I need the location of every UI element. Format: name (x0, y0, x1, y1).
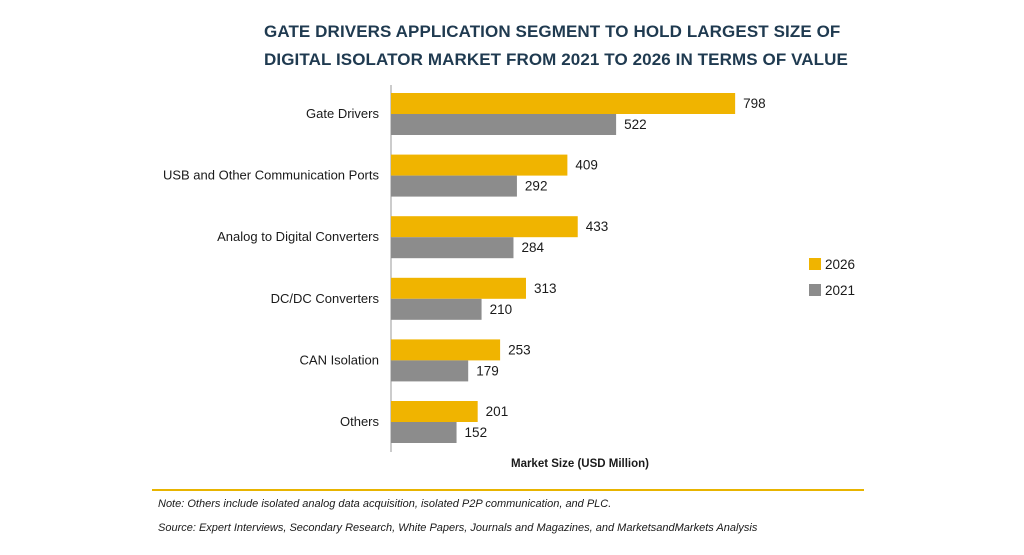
chart-title: GATE DRIVERS APPLICATION SEGMENT TO HOLD… (264, 22, 848, 69)
category-label-dc-dc-converters: DC/DC Converters (271, 291, 380, 306)
bar-2026-analog-to-digital-converters (391, 216, 578, 238)
bar-2021-dc-dc-converters (391, 298, 482, 320)
bar-2026-usb-and-other-communication-ports (391, 154, 568, 176)
bar-2026-dc-dc-converters (391, 277, 526, 299)
legend-label-2021: 2021 (825, 283, 855, 298)
legend-label-2026: 2026 (825, 257, 855, 272)
bar-2026-gate-drivers (391, 93, 736, 114)
bars-group: Gate Drivers 798 522 USB and Other Communic… (163, 93, 766, 443)
category-label-usb-and-other-communication-ports: USB and Other Communication Ports (163, 168, 380, 183)
category-label-others: Others (340, 414, 380, 429)
data-label-2026-dc-dc-converters: 313 (534, 281, 557, 296)
source-text: Source: Expert Interviews, Secondary Res… (158, 522, 758, 534)
footer-divider (152, 489, 864, 491)
data-label-2021-dc-dc-converters: 210 (490, 302, 513, 317)
x-axis-title: Market Size (USD Million) (511, 458, 649, 470)
bar-2021-others (391, 422, 457, 443)
data-label-2026-gate-drivers: 798 (743, 96, 766, 111)
data-label-2021-usb-and-other-communication-ports: 292 (525, 179, 548, 194)
category-label-gate-drivers: Gate Drivers (306, 106, 379, 121)
bar-2021-usb-and-other-communication-ports (391, 175, 517, 197)
data-label-2021-others: 152 (465, 425, 488, 440)
bar-2026-others (391, 401, 478, 422)
category-label-analog-to-digital-converters: Analog to Digital Converters (217, 229, 379, 244)
data-label-2021-can-isolation: 179 (476, 363, 499, 378)
category-label-can-isolation: CAN Isolation (300, 352, 379, 367)
bar-2021-analog-to-digital-converters (391, 237, 514, 259)
data-label-2026-usb-and-other-communication-ports: 409 (575, 158, 598, 173)
footnotes: Note: Others include isolated analog dat… (158, 494, 878, 542)
bar-2026-can-isolation (391, 339, 501, 361)
data-label-2026-others: 201 (486, 404, 509, 419)
data-label-2026-analog-to-digital-converters: 433 (586, 219, 609, 234)
data-label-2021-analog-to-digital-converters: 284 (521, 240, 544, 255)
data-label-2021-gate-drivers: 522 (624, 117, 647, 132)
bar-2021-can-isolation (391, 360, 469, 382)
legend: 2026 2021 (809, 257, 855, 298)
legend-swatch-2021 (809, 284, 821, 296)
bar-2021-gate-drivers (391, 114, 617, 135)
note-text: Note: Others include isolated analog dat… (158, 498, 612, 510)
data-label-2026-can-isolation: 253 (508, 342, 531, 357)
legend-swatch-2026 (809, 258, 821, 270)
